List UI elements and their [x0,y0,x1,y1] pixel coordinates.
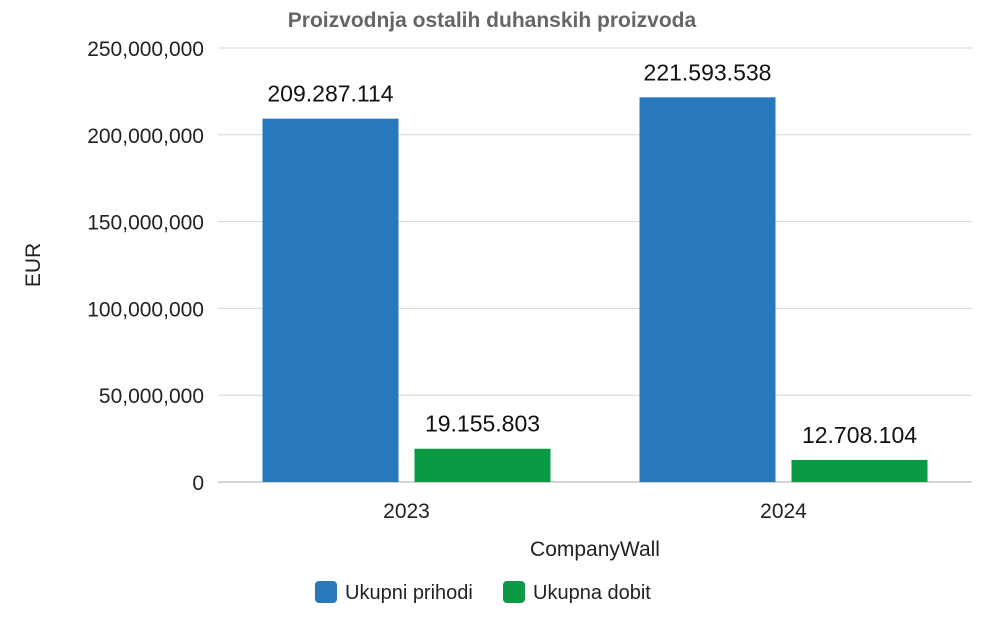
bar-1-1 [791,459,928,482]
y-tick-label: 250,000,000 [87,38,204,61]
y-tick-label: 100,000,000 [87,298,204,321]
legend-swatch [503,581,525,603]
x-axis-ticks: 2023 2024 [383,500,807,523]
bar-1-0 [414,448,551,482]
bars [262,97,928,483]
data-label: 12.708.104 [802,422,917,448]
y-axis-label: EUR [22,243,45,287]
bar-0-0 [262,118,399,483]
data-label: 19.155.803 [425,411,540,437]
data-label: 209.287.114 [267,81,393,107]
y-tick-label: 150,000,000 [87,212,204,235]
legend-item[interactable]: Ukupni prihodi [315,581,473,604]
legend-label: Ukupni prihodi [345,582,473,604]
bar-0-1 [639,97,776,482]
y-tick-label: 0 [192,472,204,495]
legend-swatch [315,581,337,603]
legend-label: Ukupna dobit [533,582,651,604]
chart-title: Proizvodnja ostalih duhanskih proizvoda [288,9,697,32]
data-labels: 209.287.114 19.155.803 221.593.538 12.708.1… [267,59,917,448]
y-axis-ticks: 0 50,000,000 100,000,000 150,000,000 200,000… [87,38,204,495]
x-tick-label: 2023 [383,500,430,523]
data-label: 221.593.538 [644,59,772,85]
y-tick-label: 50,000,000 [99,385,204,408]
legend: Ukupni prihodi Ukupna dobit [315,581,651,604]
x-tick-label: 2024 [760,500,807,523]
legend-item[interactable]: Ukupna dobit [503,581,651,604]
y-tick-label: 200,000,000 [87,125,204,148]
x-axis-label: CompanyWall [530,538,660,561]
